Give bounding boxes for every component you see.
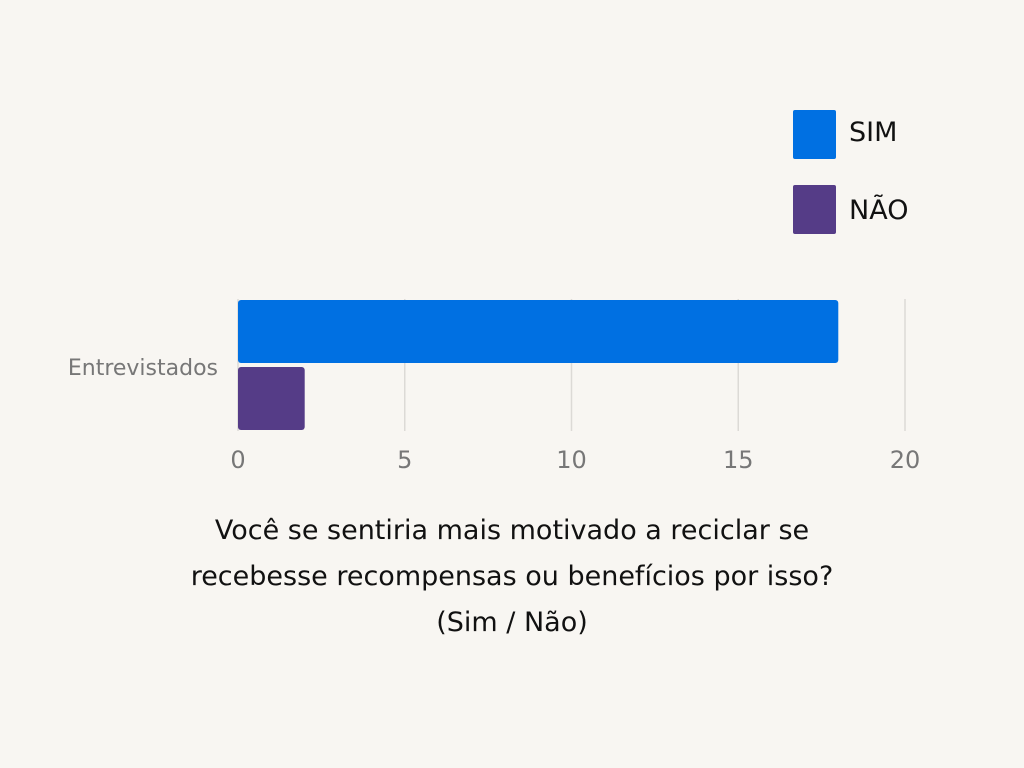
legend-swatch-sim: [793, 110, 836, 159]
x-tick-label: 15: [723, 446, 754, 474]
legend: SIM NÃO: [793, 110, 908, 234]
legend-swatch-nao: [793, 185, 836, 234]
caption-line-2: recebesse recompensas ou benefícios por …: [190, 561, 834, 592]
x-tick-label: 5: [397, 446, 412, 474]
x-tick-label: 0: [230, 446, 245, 474]
bars: [238, 300, 839, 430]
x-tick-label: 10: [556, 446, 587, 474]
caption-line-3: (Sim / Não): [436, 607, 588, 638]
bar-sim: [238, 300, 839, 363]
legend-label-nao: NÃO: [849, 194, 908, 226]
x-tick-label: 20: [890, 446, 921, 474]
legend-label-sim: SIM: [849, 117, 897, 148]
category-label: Entrevistados: [68, 356, 218, 381]
chart-caption: Você se sentiria mais motivado a recicla…: [62, 508, 962, 646]
x-axis-ticks: 0 5 10 15 20: [230, 446, 920, 474]
caption-line-1: Você se sentiria mais motivado a recicla…: [214, 515, 810, 546]
bar-nao: [238, 367, 305, 430]
